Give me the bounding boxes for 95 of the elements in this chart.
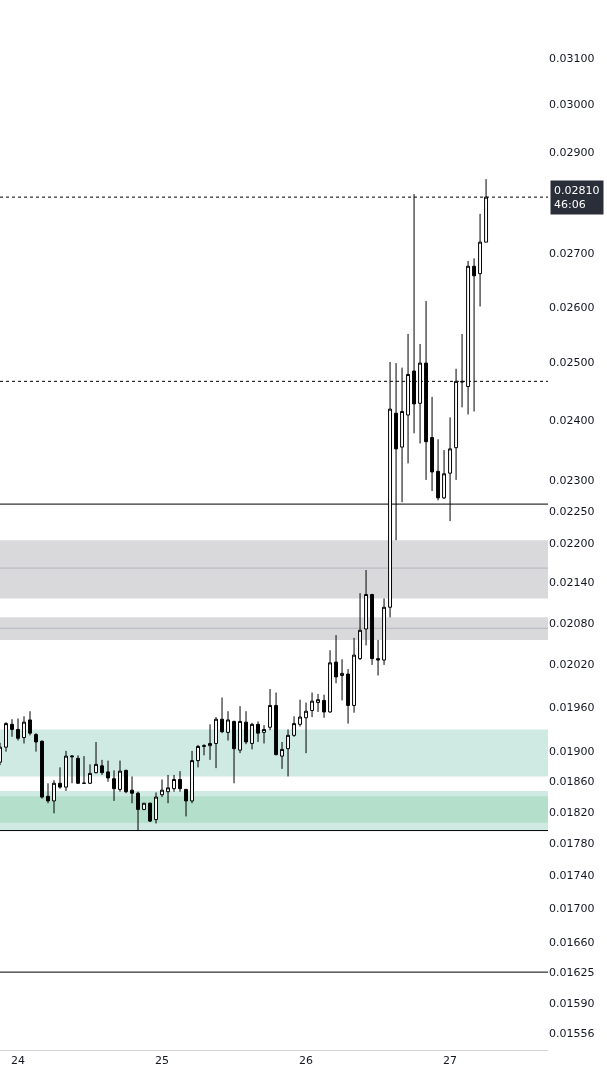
candlestick [16, 717, 20, 741]
candlestick [10, 718, 14, 738]
candlestick [340, 658, 345, 701]
y-tick-label: 0.03000 [549, 98, 595, 112]
candlestick [250, 722, 254, 750]
y-tick-label: 0.01590 [549, 996, 595, 1010]
candlestick [142, 802, 146, 811]
candlestick [208, 723, 212, 761]
candlestick [430, 396, 435, 492]
x-tick-label: 26 [299, 1054, 314, 1068]
candlestick [40, 740, 44, 800]
candlestick [442, 449, 447, 500]
candlestick [214, 716, 218, 769]
candlestick [298, 699, 303, 728]
y-tick-label: 0.02500 [549, 356, 595, 370]
candlestick [118, 760, 122, 793]
candlestick [274, 692, 279, 756]
candlestick [22, 715, 26, 744]
candlestick [160, 778, 164, 798]
y-tick-label: 0.03100 [549, 51, 595, 65]
candlestick [154, 791, 158, 824]
candlestick [364, 569, 369, 646]
candlestick [382, 598, 387, 666]
candlestick [292, 715, 297, 738]
y-tick-label: 0.01820 [549, 805, 595, 819]
candlestick [64, 750, 68, 792]
candlestick [190, 750, 194, 804]
x-tick-label: 25 [155, 1054, 170, 1068]
y-tick-label: 0.02300 [549, 474, 595, 488]
candlestick [70, 754, 74, 784]
candlestick [166, 774, 170, 804]
candlestick [28, 710, 32, 736]
candlestick [106, 760, 110, 783]
candlestick [280, 741, 284, 770]
y-tick-label: 0.01860 [549, 774, 595, 788]
candlestick [370, 593, 375, 666]
y-tick-label: 0.02020 [549, 658, 595, 672]
candlestick [76, 754, 80, 785]
candlestick [184, 788, 188, 817]
candlestick [46, 782, 50, 804]
y-tick-label: 0.01556 [549, 1027, 595, 1041]
y-tick-label: 0.01780 [549, 837, 595, 851]
candlestick [244, 710, 248, 745]
candlestick [346, 668, 351, 725]
candlestick [130, 775, 134, 804]
y-tick-label: 0.02700 [549, 247, 595, 261]
y-tick-label: 0.01700 [549, 902, 595, 916]
candlestick [316, 693, 321, 713]
candlestick [58, 766, 62, 790]
y-tick-label: 0.01960 [549, 700, 595, 714]
candlestick [112, 769, 116, 802]
candlestick [310, 692, 315, 718]
candlestick [232, 720, 236, 784]
candlestick [34, 732, 38, 753]
candlestick [478, 213, 483, 307]
candlestick [352, 637, 357, 714]
x-tick-label: 24 [11, 1054, 25, 1068]
candlestick [334, 634, 339, 684]
x-tick-label: 27 [443, 1054, 458, 1068]
y-tick-label: 0.02900 [549, 146, 595, 160]
candlestick [268, 688, 273, 731]
candlestick [304, 702, 309, 754]
candlestick [196, 744, 200, 768]
candlestick [256, 720, 261, 743]
y-tick-label: 0.02400 [549, 414, 595, 428]
candlestick [238, 705, 243, 754]
candlestick [376, 639, 381, 676]
candlestick [88, 763, 92, 785]
candlestick [358, 592, 363, 661]
candlestick [4, 721, 8, 753]
y-tick-label: 0.02080 [549, 616, 595, 630]
y-tick-label: 0.02250 [549, 505, 595, 519]
y-tick-label: 0.02600 [549, 300, 595, 314]
candlestick [286, 728, 291, 777]
candlestick [178, 770, 182, 793]
candlestick [94, 741, 98, 774]
candlestick [52, 779, 56, 814]
candlestick [436, 438, 441, 501]
candlestick [100, 759, 104, 776]
y-tick-label: 0.02200 [549, 537, 595, 551]
candlestick [124, 769, 128, 794]
candlestick [328, 649, 333, 714]
candlestick [226, 710, 230, 741]
candlestick [148, 801, 152, 823]
candlestick [322, 694, 327, 719]
candlestick [262, 724, 266, 744]
candlestick [220, 697, 225, 734]
y-tick-label: 0.01740 [549, 869, 595, 883]
y-tick-label: 0.01660 [549, 935, 595, 949]
y-tick-label: 0.01900 [549, 744, 595, 758]
candlestick [172, 774, 176, 793]
candlestick [202, 743, 206, 756]
y-tick-label: 0.02140 [549, 576, 595, 590]
ref-line-label: 0.02810 46:06 [554, 184, 600, 212]
y-tick-label: 0.01625 [549, 965, 595, 979]
